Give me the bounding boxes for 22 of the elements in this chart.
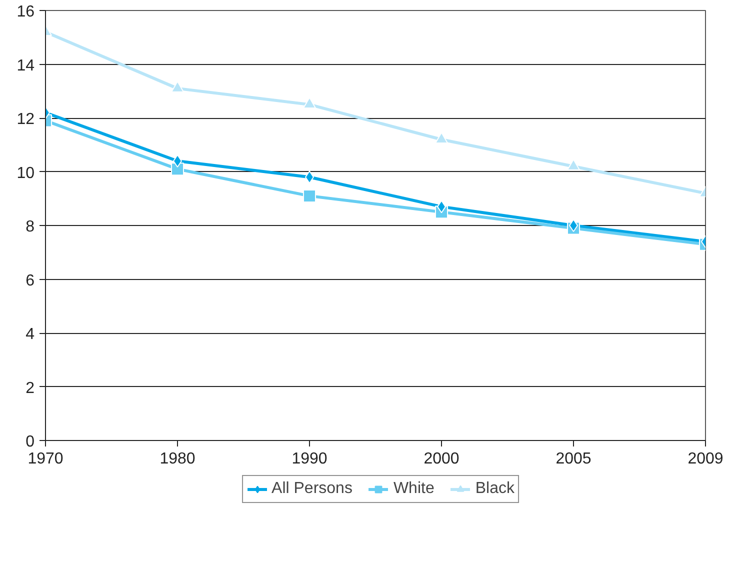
y-tick-label: 16 [16, 4, 35, 20]
y-tick-label: 10 [16, 164, 35, 182]
y-tick-label: 14 [16, 57, 35, 74]
point [303, 97, 316, 109]
point [435, 132, 448, 144]
legend-label: Black [475, 480, 514, 498]
y-tick-label: 8 [26, 218, 35, 236]
y-tick-label: 6 [26, 272, 35, 290]
y-tick-label: 2 [26, 380, 35, 397]
x-tick-label: 1970 [28, 450, 64, 468]
x-tick-label: 2005 [556, 450, 592, 468]
point [171, 81, 184, 92]
x-tick-label: 1980 [160, 450, 196, 468]
x-tick-label: 1990 [292, 450, 328, 468]
x-tick-label: 2000 [424, 450, 460, 468]
y-tick-label: 0 [26, 434, 35, 450]
legend-label: All Persons [272, 480, 352, 498]
y-tick-label: 4 [26, 326, 35, 343]
legend-label: White [393, 480, 434, 498]
x-tick-label: 2009 [688, 450, 724, 468]
y-tick-label: 12 [16, 111, 35, 128]
point [303, 189, 316, 202]
